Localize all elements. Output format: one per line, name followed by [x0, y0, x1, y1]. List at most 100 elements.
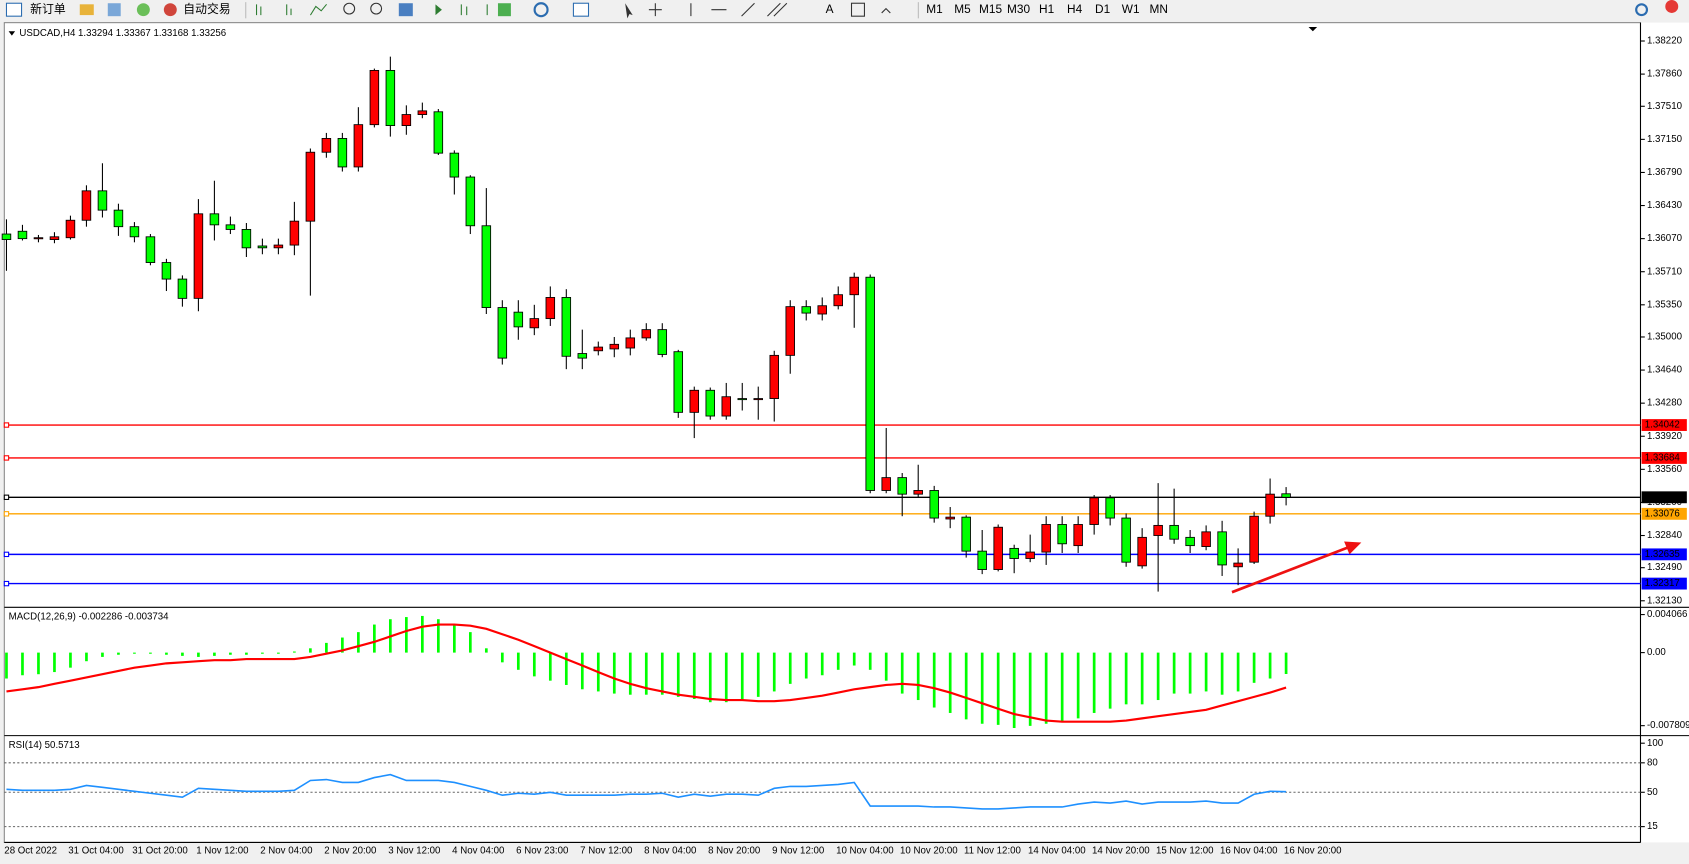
templates[interactable] [572, 2, 590, 17]
x-tick-label: 1 Nov 12:00 [196, 846, 249, 857]
icon[interactable] [79, 4, 94, 16]
candle-body [353, 124, 364, 168]
symbol-marker [8, 31, 16, 36]
level-label-box [1641, 491, 1687, 504]
candle-body [849, 276, 859, 296]
price-axis [1640, 22, 1689, 843]
candle-body [401, 114, 412, 127]
toolbar: 新订单 自动交易 A M1 M5 M15 M30 H1 H4 D1 W1 MN [0, 0, 1689, 21]
candle-body [177, 278, 188, 299]
y-tick-label: 100 [1647, 738, 1664, 749]
icons[interactable] [460, 4, 488, 16]
candle-body [145, 236, 156, 263]
y-tick-label: 1.37150 [1647, 134, 1683, 145]
y-tick-label: 1.36430 [1647, 200, 1683, 211]
candle-body [561, 297, 572, 357]
y-tick-label: 50 [1647, 787, 1658, 798]
candle-body [961, 516, 971, 552]
icon[interactable] [107, 3, 121, 17]
candle-body [801, 306, 811, 314]
x-tick-label: 16 Nov 04:00 [1220, 846, 1278, 857]
candle-body [1185, 536, 1195, 547]
arrows-tool[interactable] [881, 7, 891, 14]
draw-tools[interactable] [648, 2, 788, 17]
x-tick-label: 31 Oct 04:00 [68, 846, 124, 857]
y-tick-label: 0.00 [1647, 647, 1666, 658]
toolbar-bg [0, 0, 1689, 21]
candle-body [81, 190, 92, 221]
candle-body [1041, 524, 1051, 553]
search[interactable] [1635, 3, 1649, 17]
indicators[interactable] [497, 3, 511, 17]
x-tick-label: 31 Oct 20:00 [132, 846, 188, 857]
timeframe-button[interactable]: M5 [954, 2, 971, 16]
level-handle [3, 580, 10, 587]
timeframe-button[interactable]: H4 [1067, 2, 1083, 16]
timeframe-button[interactable]: W1 [1122, 2, 1140, 16]
signal-line [6, 623, 1287, 723]
candle-body [945, 516, 955, 520]
level-label: 1.33076 [1645, 508, 1680, 519]
timeframe-button[interactable]: M15 [979, 2, 1002, 16]
candle-body [241, 229, 252, 249]
timeframe-button[interactable]: MN [1149, 2, 1167, 16]
candle-body [1249, 515, 1259, 563]
cursor[interactable] [625, 3, 633, 19]
candle-body [1009, 547, 1019, 559]
candle-body [609, 343, 620, 350]
x-tick-label: 9 Nov 12:00 [772, 846, 825, 857]
candle-body [977, 550, 987, 570]
timeframe-button[interactable]: M1 [926, 2, 943, 16]
label-tool[interactable] [850, 2, 865, 17]
new-order-icon[interactable] [5, 2, 23, 17]
level-label-box [1641, 452, 1687, 464]
auto-trade-icon[interactable] [163, 3, 177, 17]
autoscroll[interactable] [435, 4, 442, 16]
level-label: 1.34042 [1645, 420, 1680, 431]
rsi-line [6, 773, 1287, 810]
level-label: 1.32635 [1645, 549, 1680, 560]
timeframe-button[interactable]: M30 [1007, 2, 1030, 16]
x-tick-label: 16 Nov 20:00 [1284, 846, 1342, 857]
x-tick-label: 10 Nov 20:00 [900, 846, 958, 857]
candle-body [305, 151, 316, 222]
y-tick-label: 1.37510 [1647, 101, 1683, 112]
icon[interactable] [136, 3, 150, 17]
periods[interactable] [533, 2, 549, 18]
candle-body [785, 306, 795, 356]
y-tick-label: 1.32130 [1647, 595, 1683, 606]
x-tick-label: 10 Nov 04:00 [836, 846, 894, 857]
notifications[interactable] [1665, 0, 1679, 13]
auto-trade-button[interactable]: 自动交易 [183, 2, 230, 16]
candle-body [1, 233, 12, 240]
zoom-in[interactable] [343, 2, 356, 15]
candle-body [737, 398, 747, 401]
candle-body [417, 110, 428, 115]
candle-body [689, 389, 700, 413]
candle-body [529, 318, 540, 329]
candle-body [433, 111, 444, 154]
x-tick-label: 8 Nov 04:00 [644, 846, 697, 857]
text-tool[interactable]: A [826, 2, 834, 16]
candle-body [1089, 497, 1099, 525]
timeframe-button[interactable]: H1 [1039, 2, 1055, 16]
timeframe-button[interactable]: D1 [1095, 2, 1111, 16]
new-order-button[interactable]: 新订单 [30, 2, 66, 16]
candle-body [673, 351, 684, 413]
candle-body [1217, 531, 1227, 566]
x-tick-label: 2 Nov 20:00 [324, 846, 377, 857]
level-label-box [1641, 507, 1687, 520]
candle-body [321, 138, 332, 153]
y-tick-label: 1.35000 [1647, 332, 1683, 343]
candle-body [705, 389, 716, 417]
annotation-arrowhead [1344, 541, 1362, 555]
candle-body [481, 225, 492, 308]
chart-type-icons[interactable] [255, 3, 328, 16]
candle-body [1105, 497, 1115, 519]
y-tick-label: 0.004066 [1647, 609, 1687, 620]
candle-body [65, 219, 76, 239]
zoom-out[interactable] [370, 2, 383, 15]
x-tick-label: 4 Nov 04:00 [452, 846, 505, 857]
tile[interactable] [398, 3, 413, 17]
